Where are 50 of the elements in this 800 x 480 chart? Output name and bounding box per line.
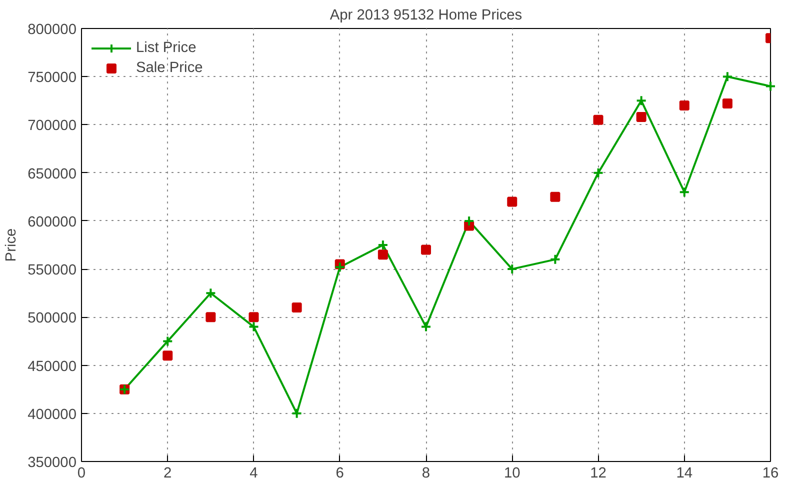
point xyxy=(507,196,518,207)
point xyxy=(420,321,432,332)
point xyxy=(636,112,646,122)
y-tick-label: 550000 xyxy=(28,262,77,279)
y-tick-label: 450000 xyxy=(28,358,77,375)
point xyxy=(765,80,776,92)
x-tick-label: 4 xyxy=(250,466,258,480)
point xyxy=(592,167,604,178)
point xyxy=(248,321,260,332)
x-tick-label: 2 xyxy=(164,466,172,480)
point xyxy=(506,264,518,275)
point xyxy=(722,98,732,109)
legend-label: List Price xyxy=(136,40,196,56)
point xyxy=(464,215,475,226)
point xyxy=(248,312,259,322)
chart-title: Apr 2013 95132 Home Prices xyxy=(330,8,522,24)
point xyxy=(550,192,560,202)
y-tick-label: 650000 xyxy=(28,166,77,182)
point xyxy=(421,244,431,255)
y-tick-label: 350000 xyxy=(28,455,77,471)
point xyxy=(679,100,690,110)
y-tick-label: 400000 xyxy=(28,406,77,423)
legend-label: Sale Price xyxy=(136,60,203,76)
point xyxy=(205,288,216,299)
point xyxy=(550,254,561,265)
x-tick-label: 6 xyxy=(336,466,344,480)
y-tick-label: 800000 xyxy=(28,22,77,38)
point xyxy=(377,240,388,250)
y-tick-label: 600000 xyxy=(28,214,77,230)
y-tick-label: 700000 xyxy=(28,118,77,134)
x-tick-label: 8 xyxy=(422,466,430,480)
point xyxy=(678,186,690,198)
x-tick-label: 10 xyxy=(504,466,520,480)
point xyxy=(378,250,388,260)
point xyxy=(206,312,216,322)
y-tick-label: 750000 xyxy=(28,70,77,86)
y-tick-label: 500000 xyxy=(28,310,77,327)
x-tick-label: 0 xyxy=(77,466,86,480)
point xyxy=(636,95,647,106)
point xyxy=(162,336,174,347)
point xyxy=(722,71,733,82)
x-tick-label: 16 xyxy=(762,466,779,480)
point xyxy=(593,114,604,125)
point xyxy=(291,408,302,419)
point xyxy=(292,302,302,313)
y-axis-title: Price xyxy=(4,228,20,262)
point xyxy=(334,262,346,273)
x-tick-label: 14 xyxy=(676,466,693,480)
x-tick-label: 12 xyxy=(590,466,606,480)
point xyxy=(162,350,173,361)
